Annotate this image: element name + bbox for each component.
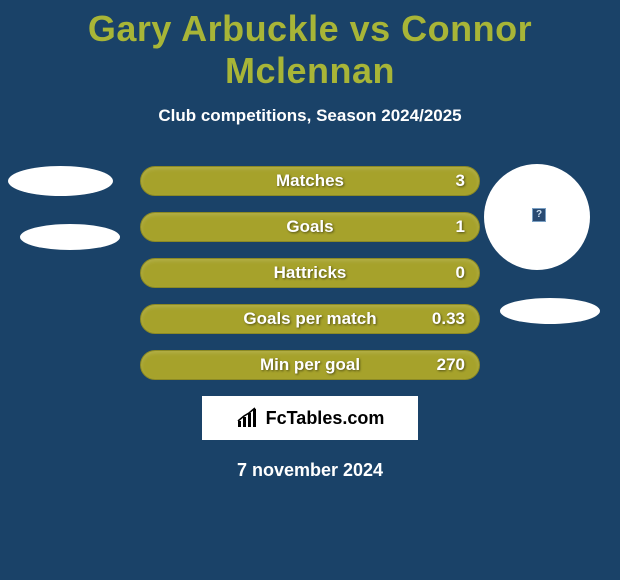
stat-bar: Goals 1 xyxy=(140,212,480,242)
stat-label: Hattricks xyxy=(141,263,479,283)
stat-bar: Goals per match 0.33 xyxy=(140,304,480,334)
brand-badge: FcTables.com xyxy=(202,396,418,440)
stat-value: 3 xyxy=(456,171,465,191)
brand-text: FcTables.com xyxy=(266,408,385,429)
stat-label: Goals per match xyxy=(141,309,479,329)
stat-label: Goals xyxy=(141,217,479,237)
stat-bar: Min per goal 270 xyxy=(140,350,480,380)
stat-value: 0.33 xyxy=(432,309,465,329)
page-title: Gary Arbuckle vs Connor Mclennan xyxy=(0,0,620,92)
date-text: 7 november 2024 xyxy=(0,460,620,481)
brand-logo-icon xyxy=(236,407,262,429)
right-player-shapes: ? xyxy=(494,164,600,324)
subtitle: Club competitions, Season 2024/2025 xyxy=(0,106,620,126)
stat-bars: Matches 3 Goals 1 Hattricks 0 Goals per … xyxy=(140,166,480,380)
player-left-name-placeholder xyxy=(20,224,120,250)
player-right-photo-placeholder: ? xyxy=(484,164,590,270)
stat-label: Matches xyxy=(141,171,479,191)
stat-bar: Matches 3 xyxy=(140,166,480,196)
left-player-shapes xyxy=(8,166,120,250)
stat-value: 270 xyxy=(437,355,465,375)
stat-value: 0 xyxy=(456,263,465,283)
player-left-photo-placeholder xyxy=(8,166,113,196)
unknown-photo-icon: ? xyxy=(532,208,546,222)
stat-bar: Hattricks 0 xyxy=(140,258,480,288)
stat-value: 1 xyxy=(456,217,465,237)
stat-label: Min per goal xyxy=(141,355,479,375)
comparison-panel: ? Matches 3 Goals 1 Hattricks 0 Goals pe… xyxy=(0,166,620,481)
player-right-name-placeholder xyxy=(500,298,600,324)
